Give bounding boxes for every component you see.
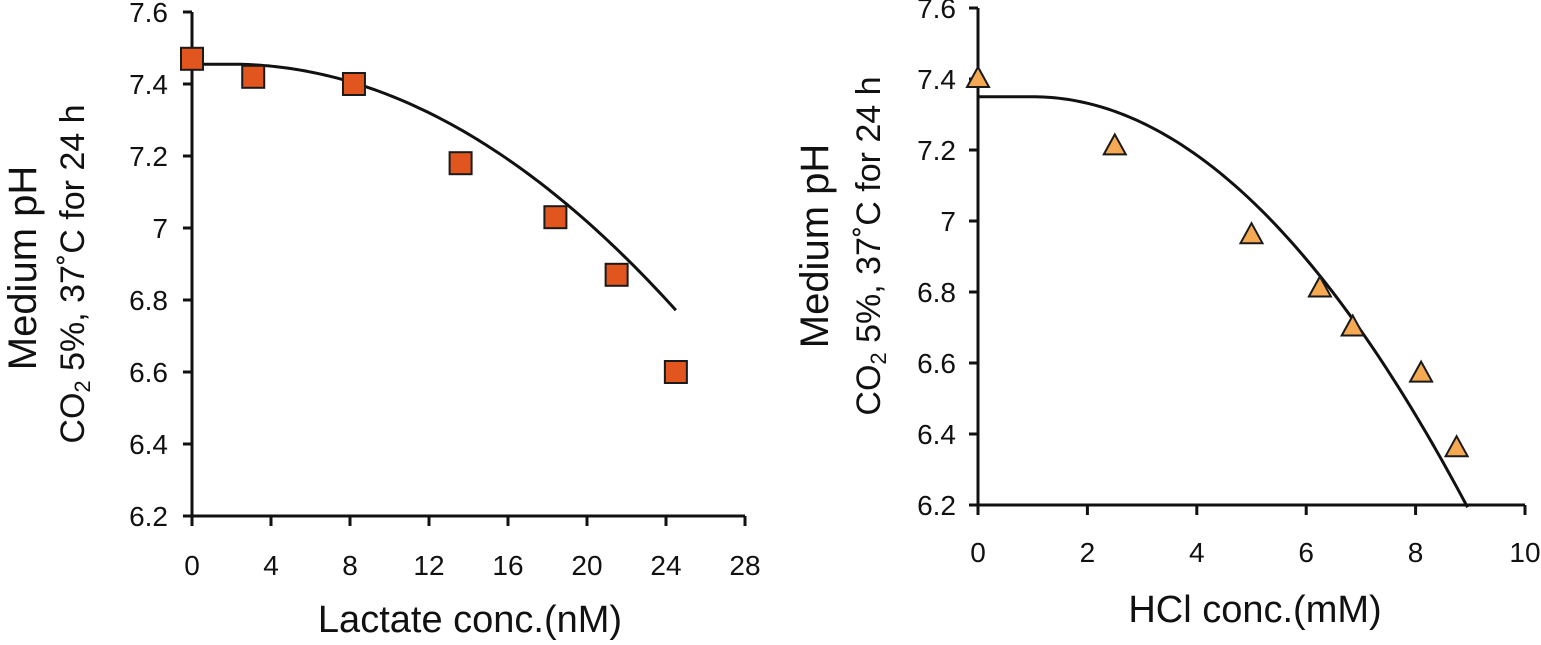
data-point-triangle	[1238, 221, 1265, 245]
y-tick-label: 6.4	[917, 419, 956, 450]
x-tick-label: 2	[1080, 537, 1096, 568]
fit-curve	[978, 95, 1469, 509]
data-point-triangle	[1307, 274, 1333, 298]
data-point-triangle	[1102, 132, 1128, 156]
data-point-triangle	[1408, 359, 1434, 383]
y-axis-title-line1: Medium pH	[1, 166, 45, 371]
y-tick-label: 7	[152, 213, 168, 244]
x-axis-ticks: 0 4 8 12 16 20 24 28	[184, 516, 761, 581]
x-tick-label: 0	[970, 537, 986, 568]
y-tick-label: 6.6	[917, 348, 956, 379]
y-axis-title-line1: Medium pH	[793, 144, 837, 349]
data-point-square	[604, 262, 629, 287]
y-title-rest: 5%, 37˚C for 24 h	[54, 104, 92, 380]
y-tick-label: 7.6	[917, 0, 956, 24]
y-tick-label: 7.2	[917, 135, 956, 166]
y-title-co: CO	[54, 393, 92, 444]
x-axis-title: HCl conc.(mM)	[1128, 589, 1381, 631]
y-tick-label: 6.8	[917, 277, 956, 308]
y-title-sub: 2	[866, 352, 891, 364]
x-tick-label: 28	[729, 550, 760, 581]
y-tick-label: 6.2	[129, 501, 168, 532]
data-point-triangle	[965, 64, 991, 88]
y-tick-label: 6.6	[129, 357, 168, 388]
x-tick-label: 10	[1509, 537, 1540, 568]
x-tick-label: 4	[263, 550, 279, 581]
data-point-square	[663, 360, 688, 384]
y-axis-title: Medium pH CO2 5%, 37˚C for 24 h	[793, 76, 891, 415]
y-tick-label: 7.4	[917, 64, 956, 95]
y-axis-ticks: 6.2 6.4 6.6 6.8 7 7.2 7.4 7.6	[129, 0, 192, 532]
x-tick-label: 16	[492, 550, 523, 581]
x-axis-ticks: 0 2 4 6 8 10	[970, 505, 1541, 568]
y-tick-label: 6.2	[917, 490, 956, 521]
fit-curve	[192, 62, 677, 312]
x-tick-label: 6	[1298, 537, 1314, 568]
y-axis-title-line2: CO2 5%, 37˚C for 24 h	[54, 104, 95, 443]
data-point-square	[543, 205, 568, 230]
y-title-sub: 2	[70, 380, 95, 392]
data-points	[965, 64, 1470, 458]
data-point-square	[448, 151, 473, 176]
chart-hcl: Medium pH CO2 5%, 37˚C for 24 h 6.26.46.…	[793, 0, 1541, 631]
x-tick-label: 4	[1189, 537, 1205, 568]
x-tick-label: 12	[413, 550, 444, 581]
x-axis-title: Lactate conc.(nM)	[318, 599, 622, 640]
y-tick-label: 6.4	[129, 429, 168, 460]
y-axis-ticks: 6.2 6.4 6.6 6.8 7 7.2 7.4 7.6	[917, 0, 978, 521]
y-axis-title: Medium pH CO2 5%, 37˚C for 24 h	[1, 104, 95, 443]
x-tick-label: 20	[571, 550, 602, 581]
x-tick-label: 8	[1408, 537, 1424, 568]
data-point-triangle	[1340, 313, 1366, 337]
data-point-triangle	[1443, 434, 1470, 458]
y-tick-label: 7	[940, 206, 956, 237]
y-tick-label: 6.8	[129, 285, 168, 316]
y-axis-title-line2: CO2 5%, 37˚C for 24 h	[850, 76, 891, 415]
x-tick-label: 8	[342, 550, 358, 581]
y-title-rest: 5%, 37˚C for 24 h	[850, 76, 888, 352]
y-title-co: CO	[850, 365, 888, 416]
data-points	[180, 46, 688, 384]
x-tick-label: 0	[184, 550, 200, 581]
y-tick-label: 7.2	[129, 141, 168, 172]
data-point-square	[241, 64, 266, 89]
y-tick-label: 7.4	[129, 69, 168, 100]
y-tick-label: 7.6	[129, 0, 168, 28]
data-point-square	[180, 46, 204, 71]
x-tick-label: 24	[650, 550, 681, 581]
data-point-square	[341, 72, 366, 96]
chart-lactate: Medium pH CO2 5%, 37˚C for 24 h 6.26.46.…	[1, 0, 761, 641]
